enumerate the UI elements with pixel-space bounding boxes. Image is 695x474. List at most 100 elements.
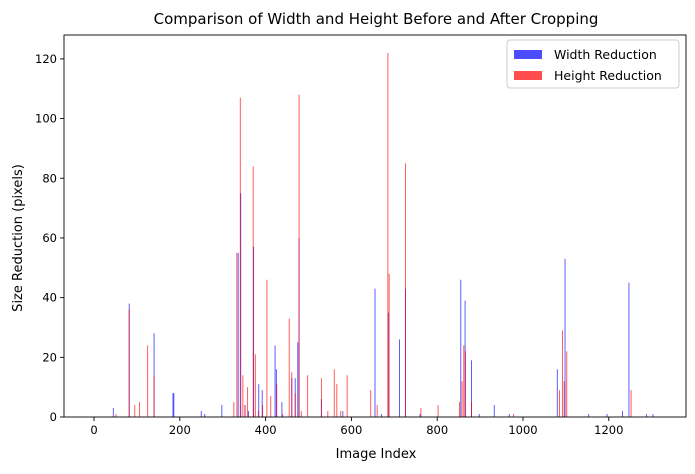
bar-width-7 [221,405,223,417]
bar-width-13 [258,384,260,417]
x-axis-label: Image Index [336,447,417,462]
chart-title: Comparison of Width and Height Before an… [154,10,599,28]
bar-height-14 [257,411,259,417]
bar-height-33 [376,405,378,417]
bar-height-0 [115,414,117,417]
bar-height-1 [128,309,130,417]
bar-height-16 [266,279,268,417]
bar-height-18 [276,384,278,417]
bar-width-14 [261,390,263,417]
bar-width-6 [204,414,206,417]
bar-width-4 [173,393,175,418]
bar-height-40 [461,381,463,417]
bar-height-36 [405,163,406,417]
bar-height-49 [630,390,632,417]
y-tick-label-6: 120 [35,52,57,66]
x-tick-label-4: 800 [426,423,448,437]
bar-height-26 [320,378,322,417]
bar-height-11 [247,387,249,417]
bar-width-32 [471,360,472,417]
bar-height-45 [559,390,560,417]
x-tick-label-0: 0 [90,423,97,437]
bar-height-38 [437,405,439,417]
legend-swatch-height [514,71,542,80]
bar-height-31 [346,375,348,417]
bar-height-9 [242,375,244,417]
series-width [112,193,654,418]
bar-height-4 [147,345,149,418]
y-axis-label: Size Reduction (pixels) [11,164,26,312]
bar-height-46 [562,330,563,417]
bar-height-27 [327,411,329,417]
bar-height-42 [465,351,466,417]
bar-height-12 [252,166,254,417]
bar-width-8 [237,252,239,417]
y-tick-label-5: 100 [35,112,57,126]
bar-height-15 [262,405,264,417]
axes-layer: 0 200 400 600 800 1000 1200 0 20 40 60 80 100 120 [35,34,687,437]
bar-height-2 [134,405,136,417]
legend-label-height: Height Reduction [554,68,662,83]
legend-frame [506,39,680,89]
y-tick-label-2: 40 [42,291,57,305]
y-tick-label-0: 0 [50,410,57,424]
bar-width-42 [646,414,647,417]
y-tick-label-3: 60 [42,231,57,245]
bar-width-17 [281,402,283,417]
bar-width-40 [622,411,623,417]
bar-width-39 [606,414,608,417]
x-tick-label-1: 200 [169,423,191,437]
bar-width-30 [460,279,462,417]
bar-width-35 [508,414,510,417]
bar-height-43 [471,402,472,417]
bar-width-38 [588,414,590,417]
bar-height-34 [387,52,389,417]
bar-width-23 [342,411,344,417]
bar-height-21 [291,372,293,417]
x-tick-label-6: 1200 [594,423,623,437]
bar-width-25 [380,414,382,417]
bar-height-24 [300,411,302,417]
bar-width-33 [478,414,480,417]
x-tick-label-2: 400 [255,423,277,437]
bar-width-20 [297,342,299,417]
bars-layer [112,52,654,418]
y-tick-label-4: 80 [42,171,57,185]
bar-height-23 [298,94,300,417]
legend-swatch-width [514,50,542,59]
x-tick-label-3: 600 [340,423,362,437]
bar-height-39 [459,402,460,417]
bar-width-15 [274,345,276,418]
bar-height-10 [244,405,246,417]
bar-width-41 [628,282,630,417]
plot-frame [63,34,687,418]
bar-height-19 [282,414,284,417]
bar-width-3 [172,393,174,418]
bar-height-48 [566,351,568,417]
bar-height-35 [388,273,390,417]
bar-width-34 [493,405,495,417]
bar-height-32 [370,390,372,417]
bar-height-5 [153,375,155,417]
bar-height-8 [239,97,241,418]
y-tick-label-1: 20 [42,350,57,364]
bar-width-37 [564,258,566,417]
bar-height-6 [233,402,235,417]
bar-height-22 [294,393,296,418]
bar-width-11 [248,411,249,417]
bar-height-3 [139,402,140,417]
bar-height-37 [420,408,422,417]
bar-height-25 [307,375,309,417]
series-height [115,52,632,418]
legend: Width Reduction Height Reduction [506,39,680,89]
bar-width-24 [374,288,376,417]
bar-height-44 [513,414,515,417]
bar-height-30 [340,411,342,417]
bar-height-20 [288,318,290,417]
bar-height-7 [236,252,238,417]
bar-height-13 [254,354,256,417]
bar-height-29 [336,384,338,417]
bar-height-41 [463,345,465,418]
